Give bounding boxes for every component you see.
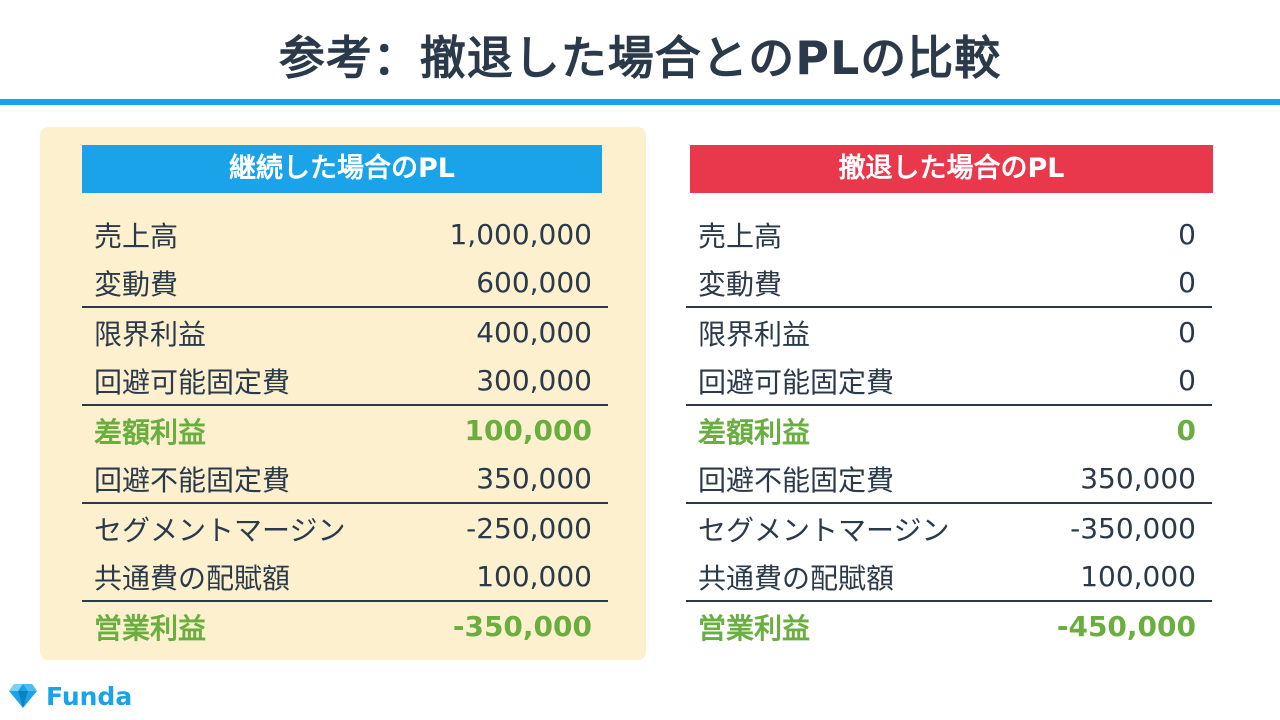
- row-value: 100,000: [1080, 560, 1196, 593]
- row-label: 変動費: [698, 267, 783, 301]
- row-value: 0: [1178, 218, 1196, 251]
- row-value: -250,000: [466, 512, 592, 545]
- row-label: 変動費: [94, 267, 179, 301]
- row-value: 100,000: [464, 414, 592, 447]
- row-value: 600,000: [476, 266, 592, 299]
- pl-row-common-cost-allocation: 共通費の配賦額 100,000: [82, 553, 608, 602]
- row-value: 350,000: [1080, 462, 1196, 495]
- continue-panel-background: [40, 127, 646, 660]
- funda-logo: Funda: [8, 680, 132, 712]
- page-title: 参考：撤退した場合とのPLの比較: [278, 31, 1002, 85]
- pl-row-operating-profit: 営業利益 -450,000: [686, 602, 1212, 651]
- row-label: 差額利益: [94, 415, 207, 449]
- withdraw-pl-header: 撤退した場合のPL: [690, 145, 1213, 193]
- pl-row-marginal-profit: 限界利益 0: [686, 308, 1212, 357]
- pl-row-segment-margin: セグメントマージン -250,000: [82, 504, 608, 553]
- row-value: -450,000: [1056, 610, 1196, 643]
- row-value: 0: [1176, 414, 1196, 447]
- row-label: 限界利益: [698, 317, 811, 351]
- row-value: 0: [1178, 266, 1196, 299]
- row-label: 回避不能固定費: [94, 463, 291, 497]
- row-label: 共通費の配賦額: [698, 561, 895, 595]
- row-label: 回避可能固定費: [698, 365, 895, 399]
- row-label: 回避不能固定費: [698, 463, 895, 497]
- pl-row-variable-cost: 変動費 600,000: [82, 259, 608, 308]
- row-value: 0: [1178, 364, 1196, 397]
- diamond-logo-icon: [9, 684, 37, 708]
- row-label: 営業利益: [698, 611, 811, 645]
- pl-row-marginal-profit: 限界利益 400,000: [82, 308, 608, 357]
- row-value: 0: [1178, 316, 1196, 349]
- row-value: 400,000: [476, 316, 592, 349]
- pl-row-segment-margin: セグメントマージン -350,000: [686, 504, 1212, 553]
- pl-row-differential-profit: 差額利益 0: [686, 406, 1212, 455]
- withdraw-pl-table: 撤退した場合のPL 売上高 0 変動費 0 限界利益 0 回避可能固定費 0 差…: [686, 145, 1213, 651]
- pl-row-unavoidable-fixed-cost: 回避不能固定費 350,000: [686, 455, 1212, 504]
- pl-row-sales: 売上高 0: [686, 210, 1212, 259]
- title-underline: [0, 99, 1280, 105]
- row-label: 営業利益: [94, 611, 207, 645]
- row-value: 350,000: [476, 462, 592, 495]
- row-label: 差額利益: [698, 415, 811, 449]
- row-label: 共通費の配賦額: [94, 561, 291, 595]
- pl-row-avoidable-fixed-cost: 回避可能固定費 300,000: [82, 357, 608, 406]
- row-value: -350,000: [1070, 512, 1196, 545]
- logo-text: Funda: [46, 681, 133, 711]
- row-label: 売上高: [698, 219, 783, 253]
- pl-row-avoidable-fixed-cost: 回避可能固定費 0: [686, 357, 1212, 406]
- row-value: 300,000: [476, 364, 592, 397]
- pl-row-differential-profit: 差額利益 100,000: [82, 406, 608, 455]
- pl-row-sales: 売上高 1,000,000: [82, 210, 608, 259]
- pl-row-variable-cost: 変動費 0: [686, 259, 1212, 308]
- pl-row-operating-profit: 営業利益 -350,000: [82, 602, 608, 651]
- continue-pl-header: 継続した場合のPL: [82, 145, 602, 193]
- row-value: 1,000,000: [449, 218, 592, 251]
- row-label: セグメントマージン: [698, 513, 950, 547]
- pl-row-common-cost-allocation: 共通費の配賦額 100,000: [686, 553, 1212, 602]
- row-value: 100,000: [476, 560, 592, 593]
- continue-pl-table: 継続した場合のPL 売上高 1,000,000 変動費 600,000 限界利益…: [82, 145, 608, 651]
- row-label: 限界利益: [94, 317, 207, 351]
- row-label: 回避可能固定費: [94, 365, 291, 399]
- pl-row-unavoidable-fixed-cost: 回避不能固定費 350,000: [82, 455, 608, 504]
- row-label: セグメントマージン: [94, 513, 346, 547]
- row-value: -350,000: [452, 610, 592, 643]
- row-label: 売上高: [94, 219, 179, 253]
